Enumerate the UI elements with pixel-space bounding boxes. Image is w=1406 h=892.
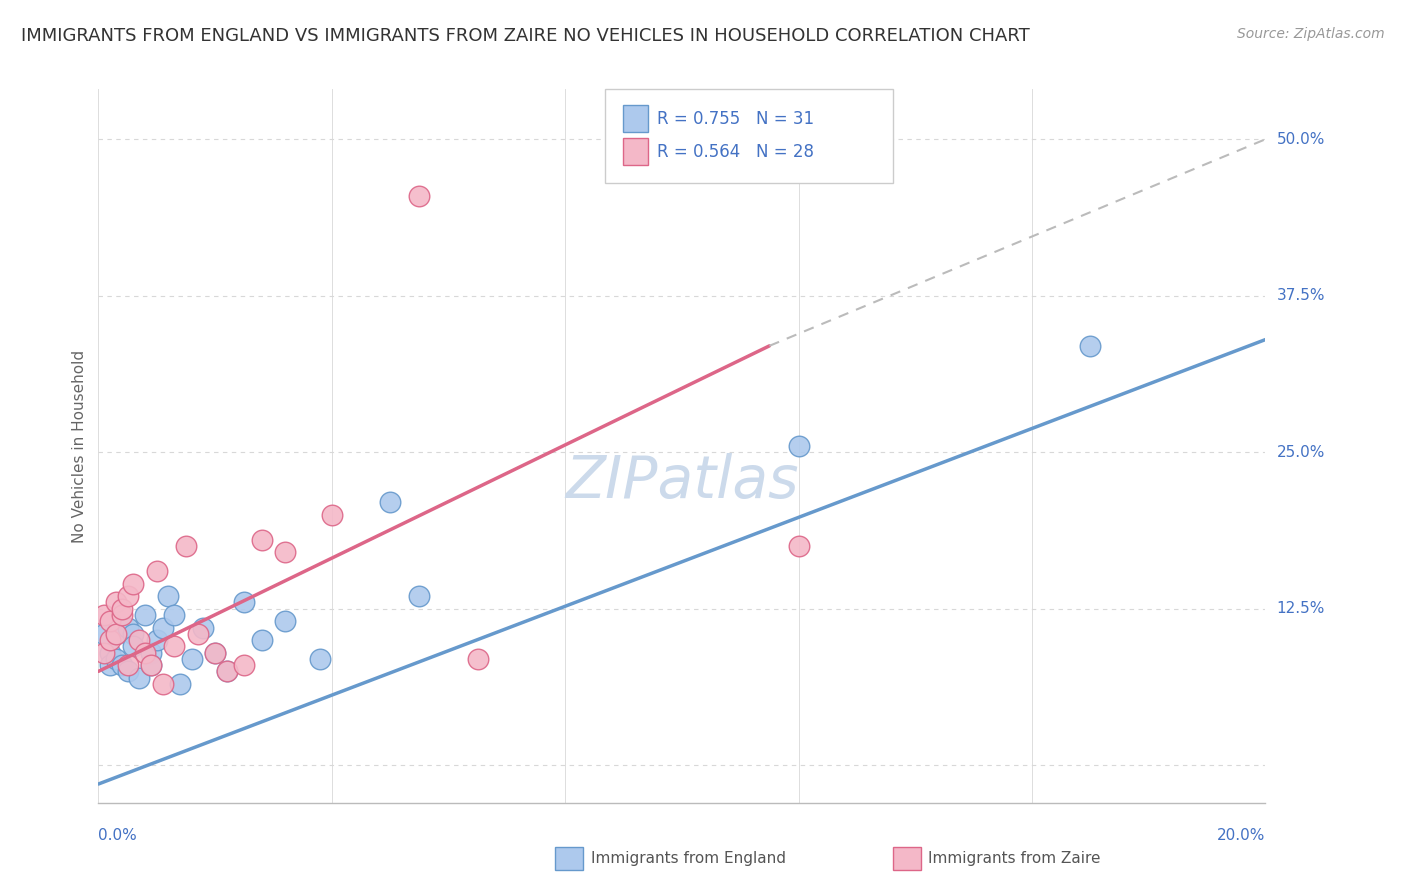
Point [93, 646, 115, 660]
Point [408, 188, 430, 202]
Point [187, 627, 209, 641]
Text: 50.0%: 50.0% [1277, 132, 1324, 147]
Text: R = 0.564   N = 28: R = 0.564 N = 28 [657, 143, 814, 161]
Point [408, 589, 430, 603]
Point [139, 658, 162, 673]
Point [233, 595, 256, 609]
Point [152, 677, 174, 691]
Point [163, 607, 186, 622]
Point [122, 640, 145, 654]
Point [117, 665, 139, 679]
Point [98, 658, 121, 673]
Point [134, 646, 156, 660]
Text: 37.5%: 37.5% [1277, 288, 1324, 303]
Point [93, 607, 115, 622]
Point [215, 665, 238, 679]
Point [321, 508, 343, 522]
Text: R = 0.755   N = 31: R = 0.755 N = 31 [657, 110, 814, 128]
Text: Immigrants from England: Immigrants from England [591, 851, 786, 865]
Point [215, 665, 238, 679]
Point [122, 627, 145, 641]
Text: 20.0%: 20.0% [1218, 828, 1265, 843]
Text: 25.0%: 25.0% [1277, 445, 1324, 459]
Point [146, 564, 169, 578]
Text: Source: ZipAtlas.com: Source: ZipAtlas.com [1237, 27, 1385, 41]
Point [111, 601, 134, 615]
Point [193, 621, 215, 635]
Point [128, 633, 150, 648]
Point [104, 627, 127, 641]
Point [104, 652, 127, 666]
Point [111, 658, 134, 673]
Text: Immigrants from Zaire: Immigrants from Zaire [928, 851, 1101, 865]
Point [274, 545, 297, 559]
Point [122, 576, 145, 591]
Point [117, 658, 139, 673]
Point [180, 652, 202, 666]
Point [93, 627, 115, 641]
Point [128, 671, 150, 685]
Text: 12.5%: 12.5% [1277, 601, 1324, 616]
Point [309, 652, 332, 666]
Point [204, 646, 226, 660]
Point [134, 607, 156, 622]
Point [174, 539, 197, 553]
Point [169, 677, 191, 691]
Point [98, 614, 121, 628]
Point [111, 607, 134, 622]
Point [98, 633, 121, 648]
Point [274, 614, 297, 628]
Text: ZIPatlas: ZIPatlas [565, 453, 799, 510]
Point [117, 589, 139, 603]
Y-axis label: No Vehicles in Household: No Vehicles in Household [72, 350, 87, 542]
Point [117, 621, 139, 635]
Point [787, 439, 810, 453]
Point [204, 646, 226, 660]
Point [98, 646, 121, 660]
Point [250, 633, 273, 648]
Point [250, 533, 273, 547]
Point [787, 539, 810, 553]
Point [139, 646, 162, 660]
Point [104, 595, 127, 609]
Point [163, 640, 186, 654]
Text: IMMIGRANTS FROM ENGLAND VS IMMIGRANTS FROM ZAIRE NO VEHICLES IN HOUSEHOLD CORREL: IMMIGRANTS FROM ENGLAND VS IMMIGRANTS FR… [21, 27, 1029, 45]
Point [139, 658, 162, 673]
Point [467, 652, 489, 666]
Text: 0.0%: 0.0% [98, 828, 138, 843]
Point [104, 627, 127, 641]
Point [380, 495, 402, 509]
Point [157, 589, 180, 603]
Point [146, 633, 169, 648]
Point [152, 621, 174, 635]
Point [233, 658, 256, 673]
Point [1080, 339, 1102, 353]
